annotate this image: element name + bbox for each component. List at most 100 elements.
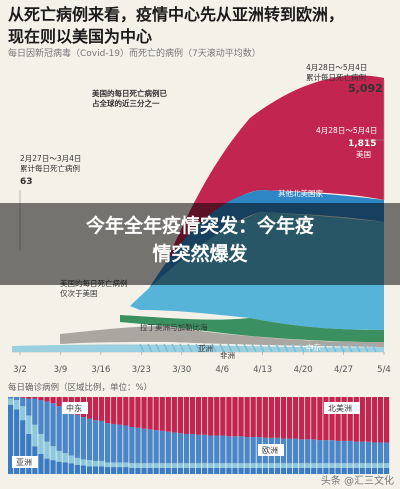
bar-segment-mideast [92,460,99,467]
bar-segment-asia [38,453,44,474]
bar-segment-europe [86,418,93,461]
bar-segment-mideast [50,446,56,461]
banner-line-1: 今年全年疫情突发：今年疫 [85,215,314,237]
bar-segment-europe [353,441,359,464]
bar-segment-north-america [347,397,353,441]
bar-segment-north-america [92,397,99,421]
bar-label-europe: 欧洲 [262,445,278,455]
bar-segment-asia [98,466,105,474]
bar-segment-asia [274,467,281,474]
bar-segment-asia [68,463,74,474]
bar-segment-asia [177,467,184,474]
bar-segment-europe [147,429,153,464]
bar-segment-europe [377,442,384,464]
bar-segment-asia [262,467,268,474]
bar-segment-europe [177,433,184,464]
bar-segment-asia [256,467,262,474]
bar-segment-north-america [20,397,26,398]
watermark: 头条 @汇三文化 [320,476,394,487]
bar-segment-asia [80,465,87,474]
bar-segment-north-america [26,397,32,399]
headline-banner [0,203,400,285]
bar-segment-mideast [14,400,20,410]
bar-segment-asia [238,467,244,474]
bar-segment-north-america [377,397,384,443]
bar-segment-mideast [226,463,232,468]
area-hatch-stroke [315,343,321,353]
bar-segment-north-america [177,397,184,434]
bar-segment-asia [292,467,299,474]
bar-segment-north-america [32,397,38,399]
bar-segment-north-america [341,397,347,441]
bar-segment-north-america [50,397,56,404]
bar-segment-asia [202,467,208,474]
bar-segment-mideast [38,433,44,454]
area-hatch-stroke [323,343,329,353]
bar-segment-europe [80,417,87,460]
bar-segment-mideast [183,463,190,468]
bar-segment-europe [359,441,365,464]
bar-segment-north-america [111,397,117,424]
area-hatch-stroke [171,343,177,353]
area-x-tick-label: 3/30 [172,365,191,375]
bar-segment-north-america [129,397,135,428]
bar-segment-mideast [286,463,293,468]
bar-segment-mideast [117,462,123,468]
bar-segment-mideast [299,463,305,468]
bar-segment-north-america [238,397,244,437]
bar-segment-asia [280,467,287,474]
bar-segment-europe [74,414,80,458]
bar-segment-asia [268,467,274,474]
bar-segment-mideast [208,463,214,468]
bar-segment-north-america [202,397,208,435]
bar-segment-asia [220,467,226,474]
bar-segment-europe [383,442,390,464]
label-other-na: 其他北美国家 [278,188,323,198]
bar-segment-north-america [195,397,202,435]
bar-segment-europe [232,436,238,464]
label-bg-north-america [324,402,360,414]
bar-segment-asia [383,467,390,474]
area-layer-us [150,75,384,300]
bar-segment-europe [214,435,220,464]
area-x-tick-label: 3/16 [91,365,110,375]
area-hatch-stroke [291,343,297,353]
bar-segment-asia [365,467,372,474]
bar-segment-asia [250,467,256,474]
bar-segment-europe [8,397,14,399]
bar-segment-asia [214,467,220,474]
area-hatch-stroke [251,343,257,353]
area-x-tick-label: 4/20 [294,365,313,375]
bar-segment-asia [341,467,347,474]
bar-segment-europe [220,435,226,464]
bar-segment-mideast [292,463,299,468]
bar-segment-mideast [377,463,384,468]
end-total-value: 5,092 [348,82,383,95]
area-x-tick-label: 3/2 [13,365,27,375]
bar-segment-north-america [232,397,238,437]
bar-segment-mideast [147,463,153,468]
bar-segment-europe [129,427,135,464]
bar-segment-asia [317,467,323,474]
bar-segment-asia [299,467,305,474]
bar-segment-asia [92,466,99,474]
bar-segment-mideast [329,463,335,468]
bar-segment-mideast [232,463,238,468]
bar-segment-north-america [335,397,341,441]
label-africa: 非洲 [220,350,235,360]
bar-segment-asia [353,467,359,474]
bar-segment-asia [195,467,202,474]
bar-segment-europe [92,420,99,461]
bar-segment-asia [189,467,196,474]
bar-segment-europe [14,397,20,401]
bar-segment-asia [305,467,311,474]
bar-segment-asia [335,467,341,474]
area-hatch-stroke [331,343,337,353]
bar-segment-europe [335,440,341,464]
bar-segment-europe [44,401,50,442]
bar-segment-asia [323,467,329,474]
area-hatch-stroke [187,343,193,353]
bar-segment-north-america [56,397,62,407]
bar-segment-mideast [26,415,32,434]
